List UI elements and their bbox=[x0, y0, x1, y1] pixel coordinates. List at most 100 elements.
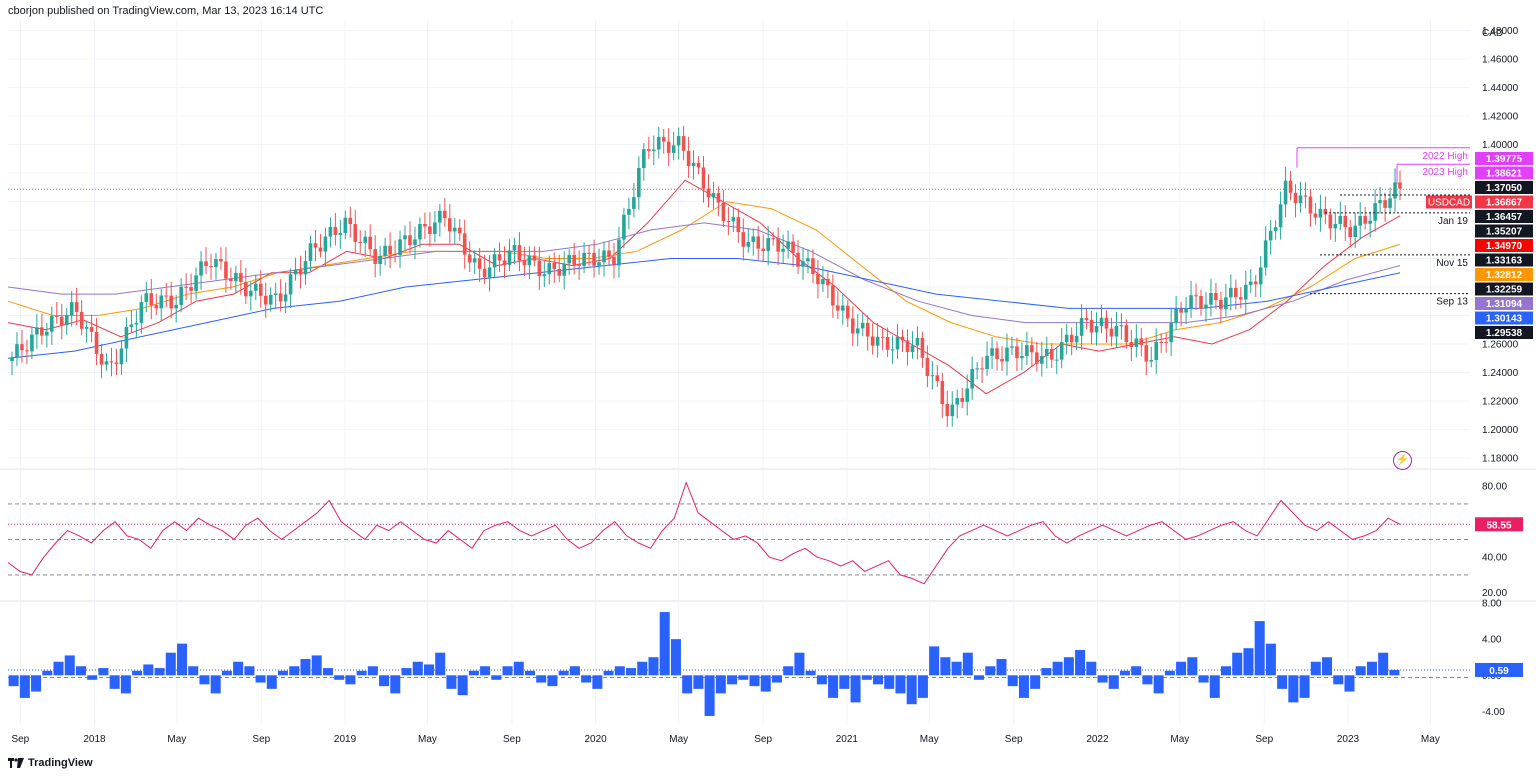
candle-body bbox=[1119, 325, 1124, 327]
candle-body bbox=[278, 293, 283, 302]
candle-body bbox=[1248, 281, 1253, 285]
x-tick-label: Sep bbox=[11, 734, 29, 745]
candle-body bbox=[104, 361, 109, 365]
momentum-bar bbox=[704, 675, 715, 716]
candle-body bbox=[1199, 295, 1203, 309]
symbol-tag-bg bbox=[1426, 195, 1472, 209]
candle-body bbox=[885, 337, 890, 350]
candle-body bbox=[114, 362, 119, 365]
x-tick-label: May bbox=[920, 734, 939, 745]
candle-body bbox=[1169, 323, 1173, 343]
candle-body bbox=[960, 397, 965, 402]
momentum-bar bbox=[42, 670, 53, 676]
x-tick-label: 2018 bbox=[83, 734, 106, 745]
candle-body bbox=[244, 281, 248, 297]
candle-body bbox=[646, 149, 651, 151]
candle-body bbox=[1303, 195, 1308, 197]
price-y-tick: 1.24000 bbox=[1482, 368, 1519, 379]
momentum-bar bbox=[738, 675, 749, 680]
candle-body bbox=[368, 236, 372, 250]
momentum-bar bbox=[502, 666, 513, 676]
momentum-bar bbox=[1131, 666, 1142, 676]
momentum-bar bbox=[951, 661, 962, 676]
candle-body bbox=[612, 256, 616, 266]
candle-body bbox=[1313, 213, 1318, 218]
candle-body bbox=[129, 324, 134, 327]
candle-body bbox=[721, 202, 726, 221]
candle-body bbox=[393, 254, 397, 256]
candle-body bbox=[1229, 287, 1233, 298]
momentum-bar bbox=[334, 675, 345, 680]
candle-body bbox=[1194, 295, 1198, 297]
candle-body bbox=[194, 275, 198, 291]
candle-body bbox=[338, 233, 343, 235]
candle-body bbox=[169, 295, 173, 309]
momentum-bar bbox=[693, 675, 704, 689]
candle-body bbox=[1373, 203, 1377, 221]
candle-body bbox=[418, 224, 422, 240]
momentum-bar bbox=[468, 670, 479, 676]
momentum-bar bbox=[412, 661, 423, 676]
candle-body bbox=[452, 227, 457, 232]
candle-body bbox=[1358, 216, 1363, 226]
candle-body bbox=[855, 328, 860, 334]
candle-body bbox=[681, 136, 686, 151]
candle-body bbox=[378, 256, 382, 265]
replay-bolt-icon[interactable]: ⚡ bbox=[1393, 451, 1412, 470]
candle-body bbox=[1278, 204, 1283, 228]
candle-body bbox=[1338, 215, 1343, 224]
price-y-tick: 1.48000 bbox=[1482, 26, 1519, 37]
footer: TradingView bbox=[8, 757, 93, 769]
candle-body bbox=[1109, 328, 1114, 337]
price-y-tick: 1.20000 bbox=[1482, 425, 1519, 436]
candle-body bbox=[1094, 326, 1099, 333]
candle-body bbox=[1234, 287, 1238, 298]
candle-body bbox=[288, 274, 293, 295]
candle-body bbox=[1089, 320, 1094, 333]
momentum-bar bbox=[1232, 652, 1243, 676]
rsi-y-tick: 80.00 bbox=[1482, 482, 1507, 493]
candle-body bbox=[1343, 215, 1348, 228]
candle-body bbox=[64, 315, 69, 326]
momentum-bar bbox=[356, 670, 367, 676]
candle-body bbox=[79, 311, 84, 329]
candle-body bbox=[865, 322, 870, 337]
momentum-bar bbox=[1322, 657, 1333, 676]
candle-body bbox=[751, 236, 756, 242]
candle-body bbox=[174, 304, 178, 309]
candle-body bbox=[477, 258, 482, 269]
level-label: 2023 High bbox=[1422, 167, 1468, 178]
candle-body bbox=[517, 245, 522, 261]
candle-body bbox=[1283, 180, 1288, 205]
price-tag-value: 1.39775 bbox=[1486, 154, 1523, 165]
momentum-bar bbox=[805, 670, 816, 676]
momentum-bar bbox=[783, 666, 794, 676]
candle-body bbox=[358, 241, 363, 243]
candle-body bbox=[771, 238, 775, 240]
momentum-bar bbox=[670, 639, 681, 676]
candle-body bbox=[1154, 342, 1159, 361]
price-y-tick: 1.44000 bbox=[1482, 83, 1519, 94]
candle-body bbox=[637, 168, 641, 198]
candle-body bbox=[268, 294, 273, 305]
candle-body bbox=[1308, 196, 1313, 214]
candle-body bbox=[1184, 308, 1188, 313]
candle-body bbox=[920, 338, 925, 358]
momentum-tag-bg bbox=[1475, 662, 1523, 677]
momentum-bar bbox=[244, 666, 255, 676]
candle-body bbox=[184, 286, 188, 288]
momentum-bar bbox=[1299, 675, 1310, 698]
candle-body bbox=[99, 353, 104, 365]
momentum-bar bbox=[771, 675, 782, 683]
price-tag-value: 1.37050 bbox=[1486, 183, 1523, 194]
momentum-bar bbox=[154, 668, 165, 676]
candle-body bbox=[373, 249, 377, 265]
candle-body bbox=[438, 210, 442, 223]
price-tag-value: 1.35207 bbox=[1486, 227, 1523, 238]
momentum-bar bbox=[289, 666, 300, 676]
candle-body bbox=[726, 220, 731, 222]
candle-body bbox=[905, 340, 910, 353]
candle-body bbox=[532, 255, 537, 261]
x-tick-label: May bbox=[167, 734, 186, 745]
